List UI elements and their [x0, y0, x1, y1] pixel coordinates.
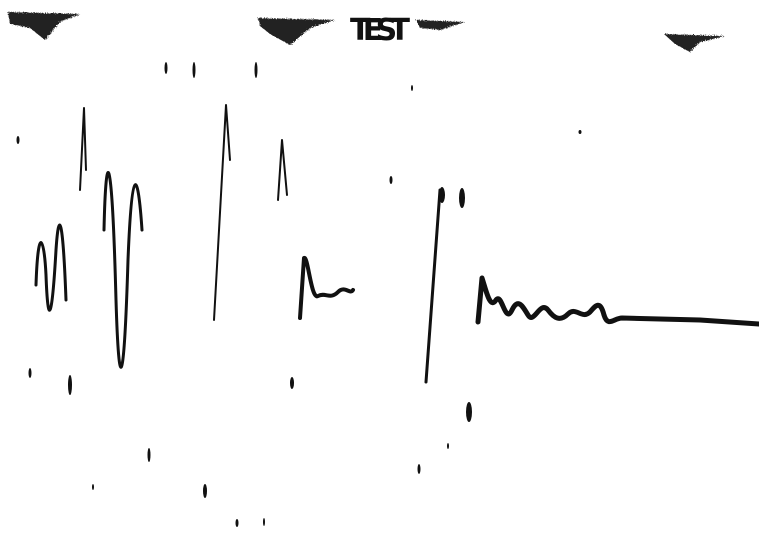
trace: [277, 139, 288, 201]
smudge: [258, 18, 335, 45]
dot: [203, 484, 207, 498]
dot: [68, 375, 72, 395]
trace: [298, 255, 355, 320]
dot: [466, 402, 472, 422]
dot: [28, 368, 32, 378]
smudge: [664, 34, 725, 52]
dot: [417, 464, 421, 474]
traces: [34, 104, 759, 384]
title: TEST: [350, 13, 411, 48]
dot: [254, 62, 258, 78]
top-smudges: [8, 12, 725, 52]
dot: [389, 176, 393, 184]
trace: [424, 188, 442, 384]
trace: [79, 107, 87, 191]
dots: [16, 62, 582, 527]
dot: [290, 377, 294, 389]
dot: [164, 62, 168, 74]
dot: [447, 443, 449, 449]
dot: [147, 448, 151, 462]
trace: [475, 275, 759, 327]
trace: [34, 223, 68, 312]
dot: [16, 136, 20, 144]
dot: [263, 518, 265, 526]
dot: [411, 85, 413, 91]
dot: [192, 62, 196, 78]
dot: [459, 188, 465, 208]
dot: [92, 484, 94, 490]
dot: [578, 130, 582, 134]
trace: [102, 171, 144, 369]
dot: [235, 519, 239, 527]
smudge: [416, 20, 465, 30]
trace: [213, 104, 231, 321]
dot: [439, 187, 445, 203]
smudge: [8, 12, 80, 40]
